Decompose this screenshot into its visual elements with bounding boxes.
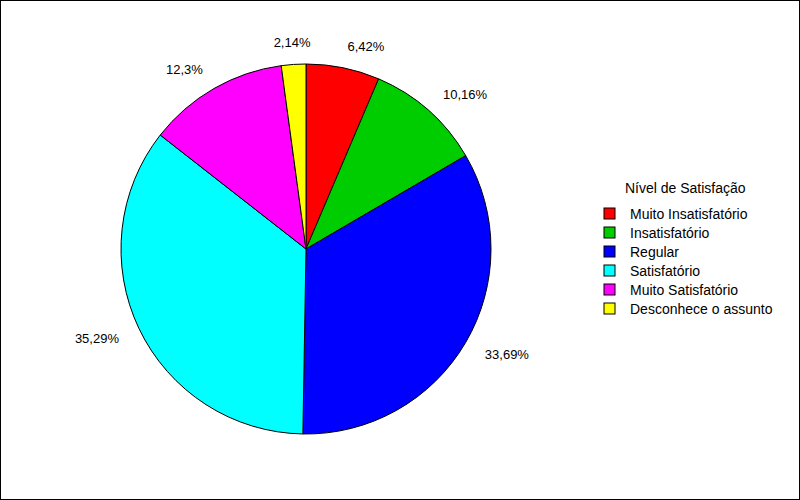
slice xyxy=(281,64,306,249)
data-label: 33,69% xyxy=(485,347,530,362)
chart: 6,42% 10,16% 33,69% 35,29% 12,3% 2,14% Nível d… xyxy=(0,0,800,500)
legend-label: Muito Satisfatório xyxy=(630,282,738,298)
legend-title: Nível de Satisfação xyxy=(625,180,746,196)
legend: Nível de Satisfação Muito Insatisfatório I… xyxy=(604,180,773,317)
data-labels: 6,42% 10,16% 33,69% 35,29% 12,3% 2,14% xyxy=(75,35,529,361)
data-label: 6,42% xyxy=(348,39,385,54)
data-label: 12,3% xyxy=(166,62,203,77)
legend-swatch xyxy=(604,265,615,276)
legend-label: Satisfatório xyxy=(630,263,700,279)
legend-label: Insatisfatório xyxy=(630,225,710,241)
data-label: 35,29% xyxy=(75,331,120,346)
legend-label: Regular xyxy=(630,244,679,260)
legend-swatch xyxy=(604,284,615,295)
frame xyxy=(1,1,800,500)
legend-label: Desconhece o assunto xyxy=(630,301,773,317)
data-label: 10,16% xyxy=(443,87,488,102)
legend-label: Muito Insatisfatório xyxy=(630,206,748,222)
slice xyxy=(303,156,491,434)
slices xyxy=(121,64,491,434)
legend-swatch xyxy=(604,246,615,257)
slice xyxy=(160,66,306,249)
legend-swatch xyxy=(604,208,615,219)
data-label: 2,14% xyxy=(274,35,311,50)
legend-swatch xyxy=(604,303,615,314)
legend-swatch xyxy=(604,227,615,238)
